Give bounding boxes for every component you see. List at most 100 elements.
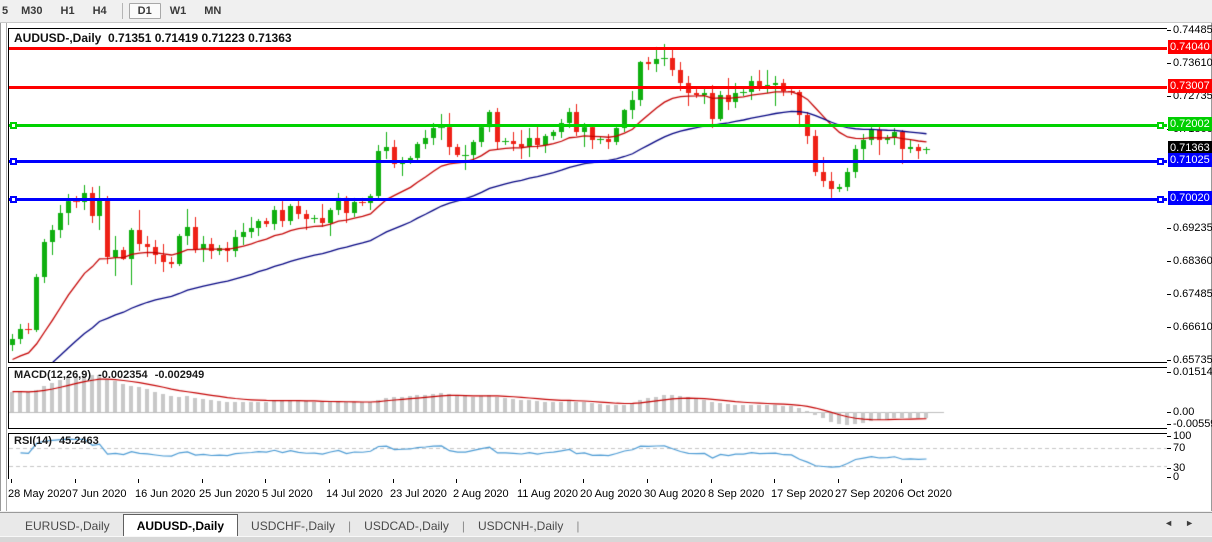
hline-handle[interactable] xyxy=(10,196,17,203)
rsi-label: RSI(14) 45.2463 xyxy=(14,435,103,447)
timeframe-button-w1[interactable]: W1 xyxy=(169,5,187,17)
chart-title: AUDUSD-,Daily 0.71351 0.71419 0.71223 0.… xyxy=(14,31,292,45)
price-badge-current-price: 0.71363 xyxy=(1168,141,1212,155)
date-tick-mark xyxy=(329,479,330,483)
axis-tick-mark xyxy=(1167,424,1171,425)
symbol-timeframe-label: AUDUSD-,Daily xyxy=(14,31,102,45)
axis-tick-mark xyxy=(1167,96,1171,97)
hline-0.72002[interactable] xyxy=(9,122,1167,129)
chart-tab-usdcad[interactable]: USDCAD-,Daily xyxy=(364,519,449,533)
timeframe-button-h4[interactable]: H4 xyxy=(92,5,107,17)
toolbar-separator xyxy=(121,3,123,19)
price-tick-label: 0.74485 xyxy=(1173,24,1212,36)
date-axis[interactable]: 28 May 2020 7 Jun 2020 16 Jun 2020 25 Jun 2… xyxy=(8,479,1167,509)
macd-signal-value: -0.002949 xyxy=(154,369,205,381)
date-label: 11 Aug 2020 xyxy=(517,488,578,500)
date-tick-mark xyxy=(774,479,775,483)
hline-0.73007[interactable] xyxy=(9,86,1167,89)
price-pane[interactable]: AUDUSD-,Daily 0.71351 0.71419 0.71223 0.… xyxy=(8,28,1168,363)
macd-scale-label: 0.00 xyxy=(1173,406,1195,418)
tab-separator: | xyxy=(461,519,465,533)
macd-value: -0.002354 xyxy=(98,369,148,381)
date-tick-mark xyxy=(456,479,457,483)
macd-scale-label: 0.015142 xyxy=(1173,366,1212,378)
chart-window: AUDUSD-,Daily 0.71351 0.71419 0.71223 0.… xyxy=(0,23,1212,511)
timeframe-button-h1[interactable]: H1 xyxy=(60,5,75,17)
macd-scale-label: -0.005595 xyxy=(1173,418,1212,430)
tab-scroll-left-icon[interactable]: ◄ xyxy=(1164,518,1186,528)
hline-handle[interactable] xyxy=(10,158,17,165)
axis-tick-mark xyxy=(1167,448,1171,449)
axis-tick-mark xyxy=(1167,327,1171,328)
price-badge-support-level: 0.71025 xyxy=(1168,153,1212,167)
macd-name: MACD(12,26,9) xyxy=(14,369,92,381)
chart-tab-usdchf[interactable]: USDCHF-,Daily xyxy=(251,519,336,533)
price-tick-label: 0.72735 xyxy=(1173,90,1212,102)
status-strip xyxy=(0,536,1212,542)
date-label: 14 Jul 2020 xyxy=(326,488,383,500)
chart-tab-usdcnh[interactable]: USDCNH-,Daily xyxy=(477,519,564,533)
axis-tick-mark xyxy=(1167,436,1171,437)
axis-tick-mark xyxy=(1167,228,1171,229)
chart-tab-eurusd[interactable]: EURUSD-,Daily xyxy=(25,519,110,533)
price-axis[interactable]: 0.744850.736100.727350.718600.692350.683… xyxy=(1167,23,1212,511)
hline-handle[interactable] xyxy=(1157,196,1164,203)
timeframe-button-mn[interactable]: MN xyxy=(204,5,222,17)
timeframe-button-5[interactable]: 5 xyxy=(2,5,9,17)
date-label: 2 Aug 2020 xyxy=(453,488,509,500)
price-tick-label: 0.66610 xyxy=(1173,321,1212,333)
date-label: 27 Sep 2020 xyxy=(835,488,898,500)
price-badge-resistance-level: 0.73007 xyxy=(1168,79,1212,93)
rsi-scale-label: 30 xyxy=(1173,462,1186,474)
date-tick-mark xyxy=(393,479,394,483)
date-label: 30 Aug 2020 xyxy=(644,488,706,500)
rsi-canvas[interactable] xyxy=(9,434,1167,479)
rsi-scale-label: 100 xyxy=(1173,430,1192,442)
price-tick-label: 0.67485 xyxy=(1173,288,1212,300)
window-left-frame xyxy=(3,23,7,511)
hline-0.74040[interactable] xyxy=(9,47,1167,50)
date-label: 20 Aug 2020 xyxy=(580,488,642,500)
chart-tab-bar: EURUSD-,Daily AUDUSD-,Daily USDCHF-,Daily |… xyxy=(0,512,1212,537)
current-ohlc-values: 0.71351 0.71419 0.71223 0.71363 xyxy=(108,31,292,45)
macd-canvas[interactable] xyxy=(9,368,1167,428)
hline-0.71025[interactable] xyxy=(9,158,1167,165)
date-label: 8 Sep 2020 xyxy=(708,488,765,500)
price-badge-support-level: 0.70020 xyxy=(1168,191,1212,205)
candlestick-canvas[interactable] xyxy=(9,29,1167,362)
hline-handle[interactable] xyxy=(1157,158,1164,165)
hline-handle[interactable] xyxy=(1157,122,1164,129)
timeframe-toolbar: 5 M30 H1 H4 D1 W1 MN xyxy=(0,0,1212,23)
macd-label: MACD(12,26,9) -0.002354 -0.002949 xyxy=(14,369,208,381)
date-tick-mark xyxy=(265,479,266,483)
rsi-scale-label: 70 xyxy=(1173,442,1186,454)
date-tick-mark xyxy=(647,479,648,483)
rsi-pane[interactable]: RSI(14) 45.2463 xyxy=(8,433,1168,480)
axis-tick-mark xyxy=(1167,30,1171,31)
hline-0.70020[interactable] xyxy=(9,196,1167,203)
chart-tab-audusd[interactable]: AUDUSD-,Daily xyxy=(122,514,239,537)
date-tick-mark xyxy=(202,479,203,483)
hline-handle[interactable] xyxy=(10,122,17,129)
date-tick-mark xyxy=(520,479,521,483)
timeframe-button-d1[interactable]: D1 xyxy=(128,3,161,19)
rsi-value: 45.2463 xyxy=(58,435,99,447)
date-label: 23 Jul 2020 xyxy=(390,488,447,500)
date-tick-mark xyxy=(11,479,12,483)
date-tick-mark xyxy=(838,479,839,483)
macd-pane[interactable]: MACD(12,26,9) -0.002354 -0.002949 xyxy=(8,367,1168,429)
timeframe-button-m30[interactable]: M30 xyxy=(21,5,43,17)
date-label: 7 Jun 2020 xyxy=(72,488,127,500)
price-tick-label: 0.68360 xyxy=(1173,255,1212,267)
axis-tick-mark xyxy=(1167,360,1171,361)
axis-tick-mark xyxy=(1167,372,1171,373)
axis-tick-mark xyxy=(1167,63,1171,64)
price-tick-label: 0.69235 xyxy=(1173,222,1212,234)
axis-tick-mark xyxy=(1167,477,1171,478)
axis-tick-mark xyxy=(1167,294,1171,295)
tab-scroll-right-icon[interactable]: ► xyxy=(1185,518,1206,528)
date-label: 28 May 2020 xyxy=(8,488,72,500)
price-badge-pivot-level: 0.72002 xyxy=(1168,117,1212,131)
rsi-scale-label: 0 xyxy=(1173,471,1180,483)
